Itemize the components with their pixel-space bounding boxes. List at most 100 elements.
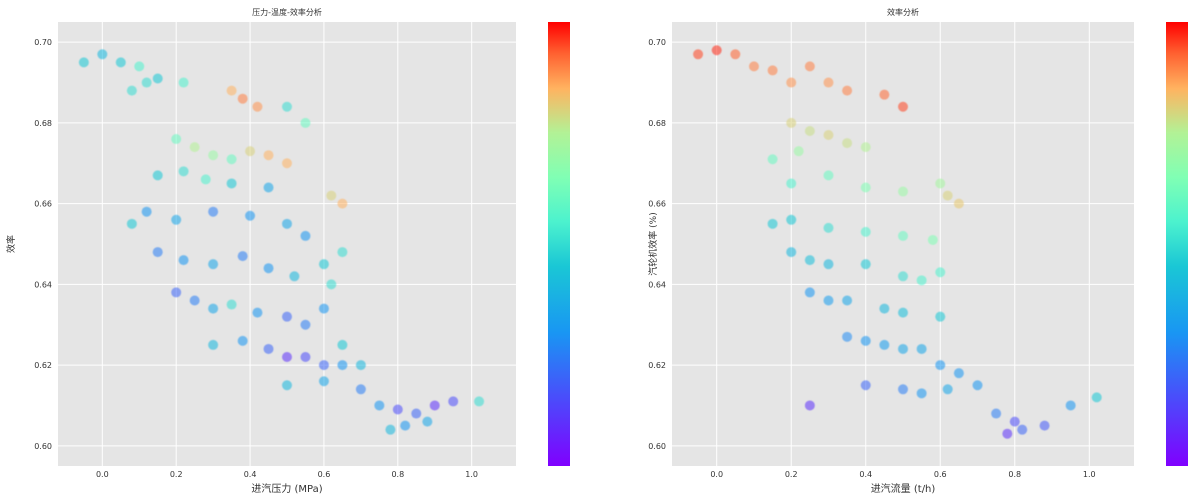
chart-2-title: 效率分析 <box>887 7 919 17</box>
data-point <box>823 222 834 233</box>
data-point <box>823 130 834 141</box>
data-point <box>237 335 248 346</box>
data-point <box>1065 400 1076 411</box>
data-point <box>898 101 908 112</box>
x-tick-label: 0.8 <box>1008 470 1021 479</box>
y-tick-label: 0.70 <box>648 38 666 47</box>
data-point <box>178 166 189 177</box>
data-point <box>711 45 722 56</box>
data-point <box>942 384 953 395</box>
chart-1: 0.0 0.2 0.4 0.6 0.8 1.0 0.600.620.640.660.680… <box>5 7 570 495</box>
y-tick-label: 0.66 <box>34 200 52 209</box>
y-tick-label: 0.60 <box>648 442 666 451</box>
x-tick-label: 0.6 <box>318 470 331 479</box>
data-point <box>898 230 908 241</box>
data-point <box>326 190 337 201</box>
data-point <box>318 259 329 270</box>
data-point <box>208 206 219 217</box>
data-point <box>282 311 292 322</box>
data-point <box>355 360 366 371</box>
data-point <box>860 142 871 153</box>
chart-2-colorbar <box>1166 22 1188 466</box>
data-point <box>927 234 938 245</box>
data-point <box>693 49 704 60</box>
data-point <box>972 380 983 391</box>
data-point <box>300 230 311 241</box>
chart-2-ylabel: 汽轮机效率 (%) <box>647 212 659 275</box>
data-point <box>953 368 964 379</box>
data-point <box>786 247 797 258</box>
data-point <box>935 178 946 189</box>
data-point <box>730 49 741 60</box>
data-point <box>245 146 256 157</box>
y-tick-label: 0.70 <box>34 38 52 47</box>
data-point <box>226 154 237 165</box>
chart-1-ylabel: 效率 <box>5 235 17 253</box>
chart-2-points <box>693 45 1102 439</box>
data-point <box>842 295 853 306</box>
data-point <box>842 331 853 342</box>
x-tick-label: 0.4 <box>244 470 257 479</box>
data-point <box>263 343 274 354</box>
x-tick-label: 0.0 <box>96 470 109 479</box>
data-point <box>767 154 778 165</box>
data-point <box>842 138 853 149</box>
data-point <box>786 214 797 225</box>
chart-2-xticks: 0.0 0.2 0.4 0.6 0.8 1.0 <box>710 470 1095 479</box>
data-point <box>337 198 348 209</box>
data-point <box>263 182 274 193</box>
data-point <box>282 158 292 169</box>
data-point <box>152 170 163 181</box>
data-point <box>141 77 152 88</box>
data-point <box>289 271 300 282</box>
data-point <box>226 85 237 96</box>
data-point <box>392 404 403 415</box>
data-point <box>860 226 871 237</box>
x-tick-label: 0.4 <box>859 470 872 479</box>
data-point <box>208 150 219 161</box>
data-point <box>898 343 908 354</box>
data-point <box>282 218 292 229</box>
data-point <box>237 93 248 104</box>
data-point <box>78 57 89 68</box>
data-point <box>474 396 485 407</box>
y-tick-label: 0.64 <box>34 280 52 289</box>
y-tick-label: 0.62 <box>648 361 666 370</box>
data-point <box>400 420 411 431</box>
data-point <box>804 400 815 411</box>
data-point <box>804 125 815 136</box>
data-point <box>178 255 189 266</box>
data-point <box>189 142 200 153</box>
data-point <box>793 146 804 157</box>
data-point <box>1091 392 1102 403</box>
data-point <box>916 343 927 354</box>
data-point <box>935 311 946 322</box>
data-point <box>208 259 219 270</box>
x-tick-label: 1.0 <box>465 470 478 479</box>
data-point <box>804 61 815 72</box>
chart-2-xlabel: 进汽流量 (t/h) <box>871 482 936 495</box>
data-point <box>263 263 274 274</box>
data-point <box>953 198 964 209</box>
data-point <box>237 251 248 262</box>
data-point <box>898 271 908 282</box>
chart-2: 0.0 0.2 0.4 0.6 0.8 1.0 0.600.620.640.660.680… <box>647 7 1188 495</box>
data-point <box>991 408 1002 419</box>
data-point <box>804 255 815 266</box>
data-point <box>804 287 815 298</box>
data-point <box>126 85 137 96</box>
data-point <box>898 186 908 197</box>
chart-1-colorbar <box>548 22 570 466</box>
data-point <box>252 101 263 112</box>
data-point <box>300 352 311 363</box>
chart-1-yticks: 0.60 0.62 0.64 0.66 0.68 0.70 <box>34 38 52 451</box>
data-point <box>767 218 778 229</box>
data-point <box>337 339 348 350</box>
data-point <box>823 295 834 306</box>
data-point <box>300 319 311 330</box>
data-point <box>141 206 152 217</box>
data-point <box>879 89 890 100</box>
chart-2-plot-background <box>672 22 1134 466</box>
data-point <box>171 287 182 298</box>
